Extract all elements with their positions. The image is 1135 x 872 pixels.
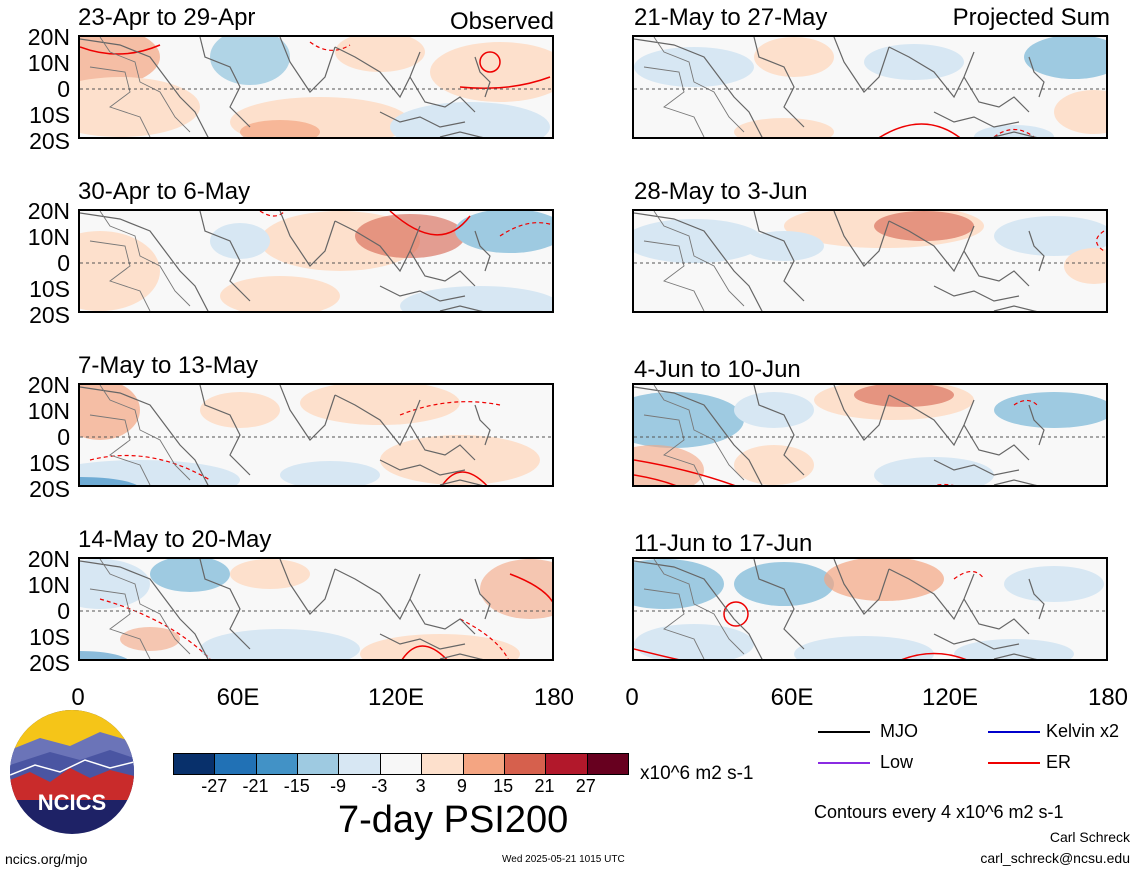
colorbar-segment [422,754,464,774]
colorbar-tick-label: -9 [330,776,347,796]
colorbar-tick-label: -27 [201,776,228,796]
observed-column-label: Observed [449,8,554,35]
lat-label-row4-4: 20S [29,650,70,676]
lon-label-left-60e: 60E [216,684,260,711]
author-email: carl_schreck@ncsu.edu [980,850,1130,866]
ncics-logo: NCICS [10,710,134,834]
lat-label-row4-2: 0 [57,598,70,624]
panel-title-observed-4: 14-May to 20-May [78,526,272,553]
author-name: Carl Schreck [1049,829,1130,845]
lat-label-row2-2: 0 [57,250,70,276]
colorbar-segment [298,754,340,774]
site-url: ncics.org/mjo [5,851,88,867]
colorbar-tick-label: 21 [534,776,555,796]
timestamp: Wed 2025-05-21 1015 UTC [502,854,625,865]
panel-title-observed-1: 23-Apr to 29-Apr [78,4,256,31]
legend-line-low [818,762,870,764]
projected-column-label: Projected Sum [952,4,1110,31]
legend-label-er: ER [1046,752,1072,772]
map-panel-projected-4 [632,557,1108,661]
lon-label-left-180: 180 [533,684,575,711]
contour-note: Contours every 4 x10^6 m2 s-1 [814,802,1064,822]
legend-label-kelvin: Kelvin x2 [1046,721,1120,741]
panel-title-projected-4: 11-Jun to 17-Jun [634,530,813,557]
colorbar-segment [463,754,505,774]
colorbar-segment [587,754,628,774]
colorbar-segment [215,754,257,774]
colorbar-segment [546,754,588,774]
colorbar-tick-label: -15 [283,776,310,796]
colorbar-segment [339,754,381,774]
colorbar-segment [504,754,547,774]
lon-label-right-60e: 60E [770,684,814,711]
colorbar-segment [380,754,423,774]
lat-label-row3-2: 0 [57,424,70,450]
map-panel-observed-4 [78,557,554,661]
colorbar-segment [256,754,299,774]
colorbar-title: 7-day PSI200 [338,799,569,841]
lat-label-row3-3: 10S [29,450,70,476]
legend-line-kelvin [988,731,1040,733]
lat-label-row1-4: 20S [29,128,70,154]
lon-label-left-0: 0 [71,684,85,711]
lon-label-right-180: 180 [1087,684,1129,711]
colorbar-tick-label: 27 [575,776,596,796]
lat-label-row1-1: 10N [27,50,70,76]
lat-label-row2-4: 20S [29,302,70,328]
lon-label-left-120e: 120E [367,684,425,711]
lat-label-row4-0: 20N [27,546,70,572]
lat-label-row2-0: 20N [27,198,70,224]
lon-label-right-120e: 120E [921,684,979,711]
map-panel-observed-1 [78,35,554,139]
panel-title-projected-2: 28-May to 3-Jun [634,178,808,205]
legend-line-er [988,762,1040,764]
colorbar-tick-label: 15 [493,776,514,796]
colorbar-tick-label: -21 [242,776,269,796]
panel-title-observed-3: 7-May to 13-May [78,352,259,379]
colorbar-segment [174,754,216,774]
lat-label-row1-0: 20N [27,24,70,50]
lat-label-row3-4: 20S [29,476,70,502]
ncics-logo-text: NCICS [37,790,107,815]
legend-label-low: Low [880,752,914,772]
colorbar-tick-label: -3 [371,776,388,796]
legend-line-mjo [818,731,870,733]
lat-label-row4-3: 10S [29,624,70,650]
map-panel-projected-2 [632,209,1108,313]
lat-label-row1-3: 10S [29,102,70,128]
lat-label-row1-2: 0 [57,76,70,102]
panel-title-projected-3: 4-Jun to 10-Jun [634,356,801,383]
legend-label-mjo: MJO [880,721,918,741]
map-panel-projected-3 [632,383,1108,487]
lon-label-right-0: 0 [625,684,639,711]
colorbar-units: x10^6 m2 s-1 [640,763,754,784]
colorbar-tick-label: 9 [456,776,467,796]
panel-title-projected-1: 21-May to 27-May [634,4,828,31]
colorbar-tick-label: 3 [415,776,426,796]
map-panel-observed-2 [78,209,554,313]
lat-label-row3-0: 20N [27,372,70,398]
lat-label-row4-1: 10N [27,572,70,598]
map-panel-projected-1 [632,35,1108,139]
colorbar [173,753,629,775]
map-panel-observed-3 [78,383,554,487]
panel-title-observed-2: 30-Apr to 6-May [78,178,251,205]
lat-label-row2-3: 10S [29,276,70,302]
lat-label-row2-1: 10N [27,224,70,250]
lat-label-row3-1: 10N [27,398,70,424]
